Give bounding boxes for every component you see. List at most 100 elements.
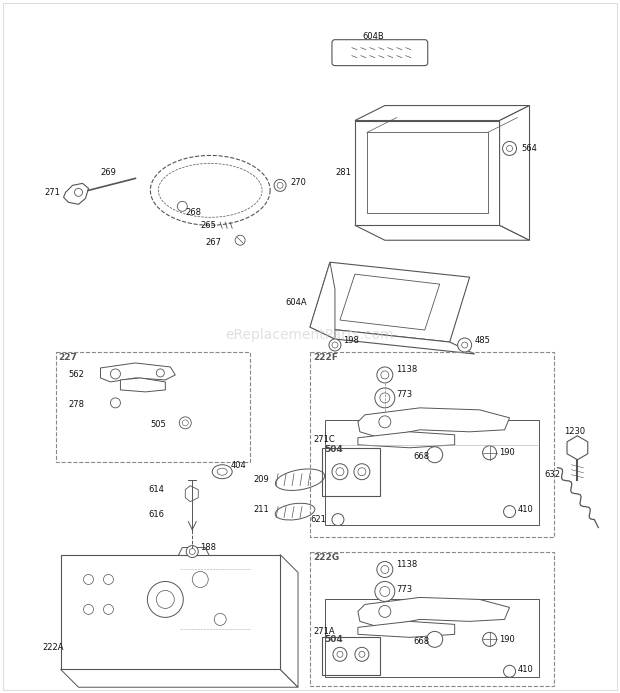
Polygon shape (367, 132, 487, 213)
Polygon shape (61, 669, 298, 687)
Polygon shape (567, 436, 588, 459)
Circle shape (375, 388, 395, 408)
Polygon shape (358, 597, 510, 627)
Circle shape (482, 632, 497, 647)
Circle shape (74, 188, 82, 196)
Circle shape (329, 339, 341, 351)
Circle shape (503, 141, 516, 155)
Polygon shape (355, 121, 500, 225)
Text: 632: 632 (544, 471, 560, 480)
Polygon shape (358, 408, 510, 438)
Circle shape (110, 398, 120, 408)
Circle shape (104, 604, 113, 615)
Circle shape (215, 613, 226, 625)
Circle shape (380, 393, 390, 403)
Circle shape (458, 338, 472, 352)
Circle shape (375, 581, 395, 602)
Text: 281: 281 (335, 168, 351, 177)
Circle shape (332, 342, 338, 348)
Polygon shape (61, 554, 280, 669)
Text: 209: 209 (253, 475, 269, 484)
Circle shape (427, 631, 443, 647)
Circle shape (355, 647, 369, 661)
Circle shape (337, 651, 343, 657)
Text: 190: 190 (500, 635, 515, 644)
Bar (322, 638, 380, 675)
Polygon shape (310, 327, 475, 354)
Circle shape (381, 565, 389, 574)
Text: 271C: 271C (313, 435, 335, 444)
Circle shape (379, 606, 391, 617)
Circle shape (332, 514, 344, 525)
Polygon shape (310, 262, 469, 342)
Text: 614: 614 (148, 485, 164, 494)
Text: 222G: 222G (313, 553, 339, 562)
Text: 222F: 222F (313, 353, 338, 362)
Polygon shape (325, 599, 539, 677)
Text: 1138: 1138 (396, 560, 417, 569)
Circle shape (427, 447, 443, 463)
Circle shape (179, 417, 191, 429)
Text: 410: 410 (518, 665, 533, 674)
Text: 227: 227 (58, 353, 78, 362)
Ellipse shape (217, 468, 227, 475)
Circle shape (377, 561, 393, 577)
Circle shape (380, 586, 390, 597)
Circle shape (333, 647, 347, 661)
Circle shape (156, 590, 174, 608)
Text: 211: 211 (253, 505, 269, 514)
Circle shape (379, 416, 391, 428)
Circle shape (359, 651, 365, 657)
Polygon shape (100, 363, 175, 382)
Circle shape (277, 182, 283, 188)
Text: 668: 668 (414, 453, 430, 462)
Text: 616: 616 (148, 510, 164, 519)
Polygon shape (185, 486, 198, 502)
Text: 604A: 604A (285, 297, 307, 306)
Polygon shape (280, 554, 298, 687)
Polygon shape (355, 225, 529, 240)
Text: 278: 278 (69, 401, 84, 410)
Circle shape (104, 574, 113, 584)
Text: 265: 265 (200, 221, 216, 230)
Circle shape (182, 420, 188, 426)
Text: 485: 485 (475, 335, 490, 344)
Text: 1230: 1230 (564, 428, 585, 437)
Text: 190: 190 (500, 448, 515, 457)
Text: 1138: 1138 (396, 365, 417, 374)
Circle shape (381, 371, 389, 379)
Polygon shape (358, 622, 454, 638)
Circle shape (507, 146, 513, 152)
Bar (322, 448, 380, 495)
Polygon shape (325, 420, 539, 525)
Circle shape (358, 468, 366, 475)
Text: 271: 271 (45, 188, 61, 197)
Text: 268: 268 (185, 208, 202, 217)
Text: 504: 504 (324, 635, 343, 644)
Circle shape (462, 342, 467, 348)
Text: 188: 188 (200, 543, 216, 552)
Circle shape (156, 369, 164, 377)
Text: 271A: 271A (313, 627, 335, 636)
Ellipse shape (212, 465, 232, 479)
Text: 621: 621 (310, 515, 326, 524)
Circle shape (110, 369, 120, 379)
Text: 773: 773 (396, 390, 412, 399)
Bar (56, 352, 250, 462)
Circle shape (354, 464, 370, 480)
Text: 773: 773 (396, 585, 412, 594)
Text: 267: 267 (205, 238, 221, 247)
Circle shape (177, 202, 187, 211)
Circle shape (336, 468, 344, 475)
Text: 604B: 604B (362, 32, 384, 41)
Circle shape (148, 581, 184, 617)
FancyBboxPatch shape (332, 40, 428, 66)
Text: 222A: 222A (43, 643, 64, 652)
Circle shape (482, 446, 497, 459)
Text: 269: 269 (100, 168, 117, 177)
Ellipse shape (275, 469, 325, 491)
Circle shape (189, 549, 195, 554)
Polygon shape (358, 432, 454, 448)
Text: 564: 564 (521, 144, 538, 153)
Polygon shape (179, 547, 210, 559)
